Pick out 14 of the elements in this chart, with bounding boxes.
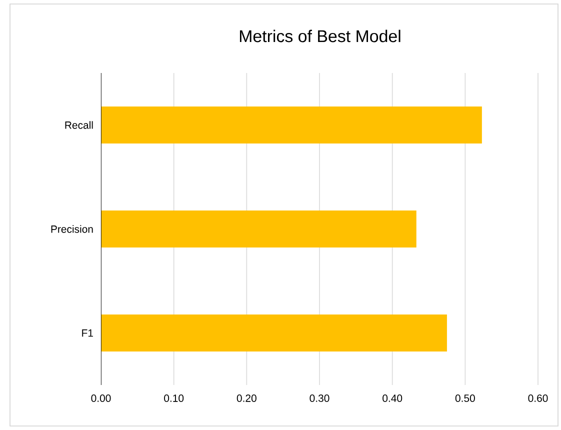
x-tick-label: 0.00 xyxy=(91,394,111,402)
x-tick-label: 0.60 xyxy=(528,394,548,402)
x-tick-label: 0.20 xyxy=(236,394,256,402)
y-tick-label: Precision xyxy=(51,225,93,233)
x-tick-label: 0.10 xyxy=(164,394,184,402)
x-tick-label: 0.40 xyxy=(382,394,402,402)
bar xyxy=(101,210,416,248)
x-tick-label: 0.30 xyxy=(310,394,330,402)
bar xyxy=(101,314,447,352)
chart-title: Metrics of Best Model xyxy=(240,30,400,42)
y-tick-label: F1 xyxy=(82,329,93,337)
y-tick-label: Recall xyxy=(65,121,93,129)
bar xyxy=(101,106,482,144)
x-tick-label: 0.50 xyxy=(455,394,475,402)
